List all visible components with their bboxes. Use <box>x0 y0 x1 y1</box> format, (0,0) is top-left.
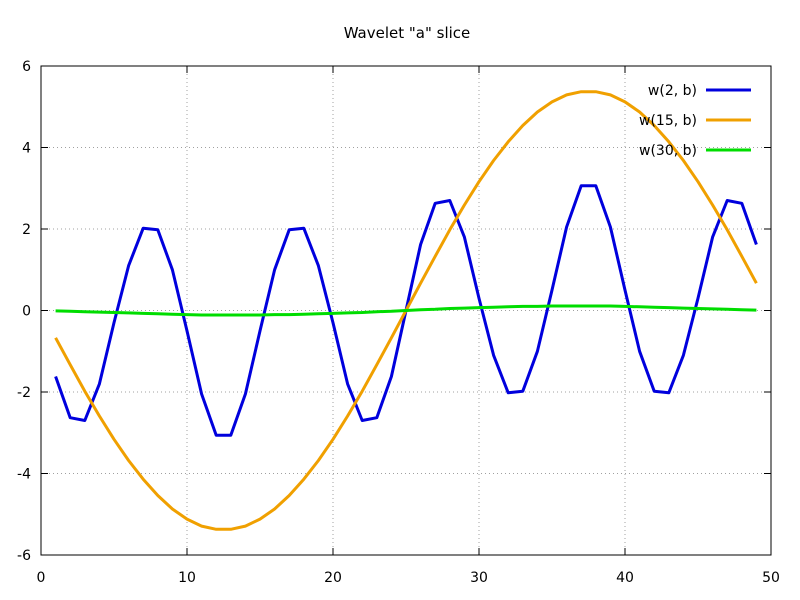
x-tick-label: 0 <box>37 570 46 586</box>
x-tick-label: 40 <box>616 570 634 586</box>
y-tick-label: -2 <box>17 385 31 401</box>
y-tick-label: 6 <box>22 59 31 75</box>
x-tick-label: 20 <box>324 570 342 586</box>
y-tick-label: -4 <box>17 467 31 483</box>
x-tick-label: 10 <box>178 570 196 586</box>
x-tick-label: 30 <box>470 570 488 586</box>
legend-label-1: w(2, b) <box>648 83 697 99</box>
y-tick-label: 4 <box>22 141 31 157</box>
x-tick-label: 50 <box>762 570 780 586</box>
y-tick-label: -6 <box>17 548 31 564</box>
y-tick-label: 0 <box>22 304 31 320</box>
axes <box>40 65 772 556</box>
legend-label-2: w(15, b) <box>639 113 697 129</box>
grid <box>41 66 771 555</box>
tick-labels: 0 10 20 30 40 50 -6 -4 -2 0 2 4 6 <box>17 59 780 586</box>
legend-label-3: w(30, b) <box>639 143 697 159</box>
legend: w(2, b) w(15, b) w(30, b) <box>639 83 751 159</box>
series-line-3 <box>55 304 757 317</box>
y-tick-label: 2 <box>22 222 31 238</box>
chart-title: Wavelet "a" slice <box>344 24 471 42</box>
series-lines <box>54 90 758 531</box>
